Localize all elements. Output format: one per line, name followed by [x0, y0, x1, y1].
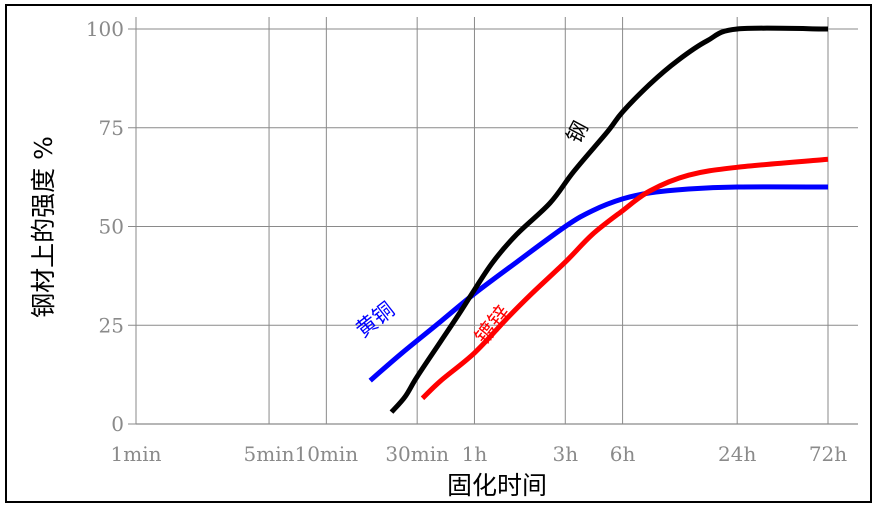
y-tick-label: 100: [86, 17, 124, 41]
x-tick-label: 3h: [552, 442, 578, 466]
grid-lines: [135, 17, 858, 425]
series-line-0: [368, 184, 829, 383]
x-tick-label: 1h: [462, 442, 488, 466]
series-line-1: [420, 156, 829, 401]
tick-labels: 0 25 50 75 100 1min 5min 10min 30min 1h 3h 6h 24h 72h: [86, 17, 847, 466]
series-line-2: [389, 25, 829, 414]
series-label-0: 钢: [562, 117, 593, 147]
x-tick-label: 10min: [294, 442, 358, 466]
x-tick-label: 6h: [610, 442, 636, 466]
series-label-1: 黄铜: [351, 297, 399, 342]
x-tick-label: 30min: [385, 442, 449, 466]
y-tick-label: 50: [99, 215, 124, 239]
x-tick-label: 24h: [718, 442, 756, 466]
y-tick-label: 0: [111, 412, 124, 436]
x-tick-label: 5min: [244, 442, 295, 466]
x-axis-title: 固化时间: [447, 471, 547, 500]
chart-frame: [5, 4, 872, 503]
y-tick-label: 75: [99, 116, 124, 140]
series-lines: [368, 25, 829, 414]
x-tick-label: 1min: [111, 442, 162, 466]
axes: [128, 28, 858, 425]
y-axis-title: 钢材上的强度 %: [29, 136, 58, 318]
x-tick-label: 72h: [809, 442, 847, 466]
y-tick-label: 25: [99, 313, 124, 337]
